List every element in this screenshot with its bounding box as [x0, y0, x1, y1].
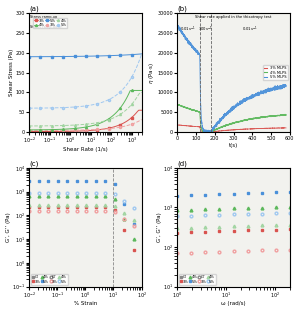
- X-axis label: % Strain: % Strain: [74, 301, 97, 306]
- Text: (a): (a): [29, 6, 39, 12]
- Text: (c): (c): [29, 160, 38, 167]
- Legend: 3%, 4%, 5%, 3%, 4%, 5%: 3%, 4%, 5%, 3%, 4%, 5%: [33, 17, 68, 28]
- Text: $0.01s^{-1}$: $0.01s^{-1}$: [181, 25, 196, 35]
- Y-axis label: G’, G’’ (Pa): G’, G’’ (Pa): [157, 212, 162, 242]
- X-axis label: Shear Rate (1/s): Shear Rate (1/s): [63, 147, 108, 152]
- Text: $300s^{-1}$: $300s^{-1}$: [198, 25, 213, 35]
- Legend: 3% MLPS, 4% MLPS, 5% MLPS: 3% MLPS, 4% MLPS, 5% MLPS: [263, 65, 288, 80]
- Text: $0.01s^{-1}$: $0.01s^{-1}$: [242, 25, 258, 35]
- Legend: G', 3%, 4%, 5%, G", 3%, 4%, 5%: G', 3%, 4%, 5%, G", 3%, 4%, 5%: [179, 274, 216, 285]
- Y-axis label: Shear Stress (Pa): Shear Stress (Pa): [9, 49, 14, 96]
- X-axis label: t(s): t(s): [229, 143, 238, 148]
- Legend: G', 3%, 4%, 5%, G", 3%, 4%, 5%: G', 3%, 4%, 5%, G", 3%, 4%, 5%: [31, 274, 68, 285]
- X-axis label: ω (rad/s): ω (rad/s): [221, 301, 246, 306]
- Text: (d): (d): [177, 160, 187, 167]
- Y-axis label: $\eta$ (Pa·s): $\eta$ (Pa·s): [147, 61, 156, 84]
- Text: Stress ramp-down: Stress ramp-down: [30, 25, 63, 29]
- Y-axis label: G’, G’’ (Pa): G’, G’’ (Pa): [6, 212, 10, 242]
- Text: Shear rate applied in the thixotropy test: Shear rate applied in the thixotropy tes…: [195, 15, 272, 18]
- Text: Stress ramp-up: Stress ramp-up: [30, 16, 58, 19]
- Text: (b): (b): [177, 6, 187, 12]
